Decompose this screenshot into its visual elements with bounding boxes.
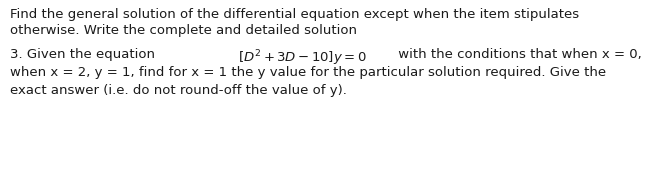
Text: with the conditions that when x = 0, y = 0 and: with the conditions that when x = 0, y =…: [393, 48, 646, 61]
Text: otherwise. Write the complete and detailed solution: otherwise. Write the complete and detail…: [10, 24, 357, 37]
Text: when x = 2, y = 1, find for x = 1 the y value for the particular solution requir: when x = 2, y = 1, find for x = 1 the y …: [10, 66, 606, 79]
Text: $\left[D^2+3D-10\right]y=0$: $\left[D^2+3D-10\right]y=0$: [238, 48, 366, 68]
Text: 3. Given the equation: 3. Given the equation: [10, 48, 160, 61]
Text: Find the general solution of the differential equation except when the item stip: Find the general solution of the differe…: [10, 8, 579, 21]
Text: exact answer (i.e. do not round-off the value of y).: exact answer (i.e. do not round-off the …: [10, 84, 347, 97]
